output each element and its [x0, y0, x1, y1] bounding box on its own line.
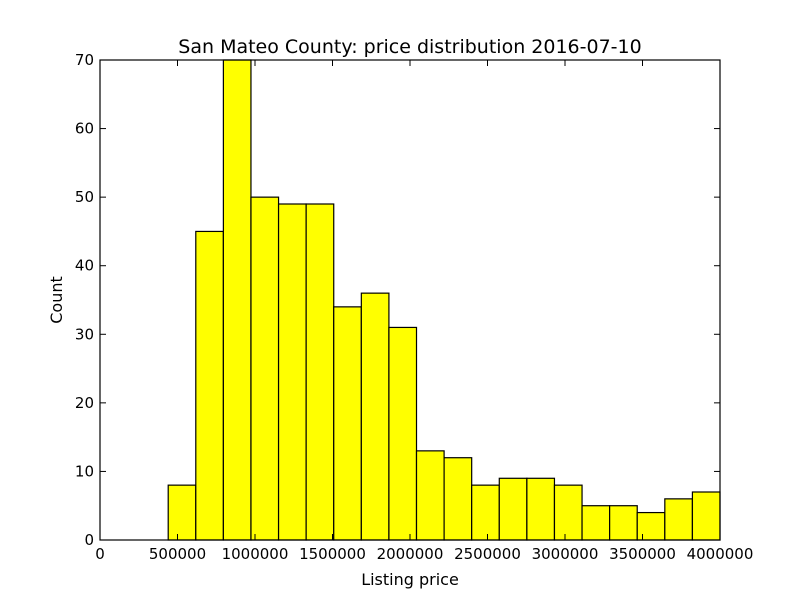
- histogram-bars: [167, 59, 721, 541]
- y-tick-label: 10: [75, 462, 94, 480]
- x-tick-label: 1500000: [299, 545, 366, 563]
- histogram-bar: [553, 484, 583, 541]
- histogram-bar: [526, 477, 556, 541]
- histogram-bar: [222, 59, 252, 541]
- x-tick-label: 1000000: [222, 545, 289, 563]
- y-tick-label: 60: [75, 120, 94, 138]
- y-axis-ticks: 0 10 20 30 40 50 60 70: [75, 51, 720, 549]
- y-tick-label: 50: [75, 188, 94, 206]
- histogram-bar: [415, 450, 445, 541]
- histogram-bar: [388, 326, 418, 541]
- x-tick-label: 3000000: [532, 545, 599, 563]
- y-tick-label: 0: [84, 531, 94, 549]
- y-tick-label: 20: [75, 394, 94, 412]
- histogram-bar: [277, 203, 307, 541]
- y-tick-label: 40: [75, 257, 94, 275]
- x-tick-label: 4000000: [687, 545, 754, 563]
- histogram-bar: [691, 491, 721, 541]
- x-tick-label: 2500000: [454, 545, 521, 563]
- histogram-bar: [636, 511, 666, 541]
- x-tick-label: 2000000: [377, 545, 444, 563]
- histogram-bar: [167, 484, 197, 541]
- histogram-bar: [305, 203, 335, 541]
- y-tick-label: 70: [75, 51, 94, 69]
- histogram-bar: [609, 505, 638, 541]
- x-tick-label: 500000: [149, 545, 206, 563]
- histogram-bar: [360, 292, 390, 541]
- x-axis-ticks: 0 500000 1000000 1500000 2000000 2500000 30000…: [95, 60, 753, 563]
- x-tick-label: 0: [95, 545, 105, 563]
- chart-title: San Mateo County: price distribution 201…: [178, 36, 641, 58]
- x-axis-label: Listing price: [361, 570, 459, 589]
- histogram-bar: [471, 484, 500, 541]
- histogram-bar: [581, 505, 611, 541]
- histogram-bar: [498, 477, 528, 541]
- histogram-bar: [195, 230, 224, 541]
- y-axis-label: Count: [47, 276, 66, 324]
- histogram-bar: [664, 498, 694, 541]
- x-tick-label: 3500000: [609, 545, 676, 563]
- histogram-bar: [333, 306, 362, 541]
- histogram-bar: [250, 196, 280, 541]
- histogram-bar: [443, 457, 473, 541]
- y-tick-label: 30: [75, 325, 94, 343]
